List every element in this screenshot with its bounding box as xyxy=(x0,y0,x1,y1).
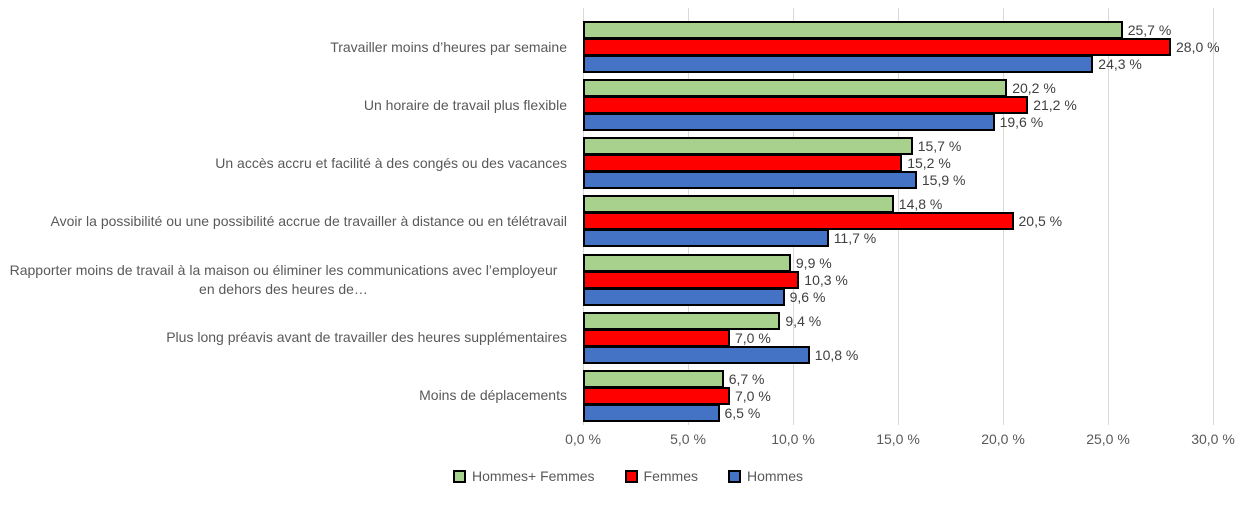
data-label: 10,8 % xyxy=(814,346,859,363)
data-label: 21,2 % xyxy=(1033,97,1077,114)
x-tick-label: 25,0 % xyxy=(1086,431,1130,447)
bar-group: 9,9 % 10,3 % 9,6 % xyxy=(583,251,1213,309)
category-label: Un accès accru et facilité à des congés … xyxy=(215,154,567,171)
bar-femmes: 28,0 % xyxy=(583,38,1220,57)
bar-hommes: 19,6 % xyxy=(583,113,1043,132)
bar-hommes-femmes: 15,7 % xyxy=(583,137,961,156)
x-tick-label: 30,0 % xyxy=(1191,431,1235,447)
bar-hommes: 24,3 % xyxy=(583,55,1142,74)
legend-item-hommes: Hommes xyxy=(727,468,803,484)
data-label: 11,7 % xyxy=(833,230,877,247)
legend-label: Hommes+ Femmes xyxy=(472,468,595,484)
bar-hommes: 10,8 % xyxy=(583,345,858,364)
legend-label: Hommes xyxy=(746,468,803,484)
bar-hommes-femmes: 9,4 % xyxy=(583,311,821,330)
category-label: Plus long préavis avant de travailler de… xyxy=(166,329,567,346)
category-label-row: Un horaire de travail plus flexible xyxy=(0,76,567,134)
bar-femmes: 7,0 % xyxy=(583,386,771,405)
bar-hommes: 15,9 % xyxy=(583,171,965,190)
bar-hommes-femmes: 20,2 % xyxy=(583,79,1056,98)
gridline xyxy=(1213,8,1214,425)
bar-rows: 25,7 % 28,0 % 24,3 % 20,2 % 21,2 % 19,6 % 15,7… xyxy=(583,18,1220,425)
category-label: Rapporter moins de travail à la maison o… xyxy=(9,261,558,297)
data-label: 15,2 % xyxy=(907,155,951,172)
legend-swatch-hommes-femmes xyxy=(453,469,466,483)
data-label: 9,6 % xyxy=(789,288,826,305)
data-label: 7,0 % xyxy=(735,387,771,404)
bar-hommes-femmes: 14,8 % xyxy=(583,195,942,214)
data-label: 6,7 % xyxy=(728,370,765,387)
data-label: 10,3 % xyxy=(804,271,848,288)
category-label: Travailler moins d’heures par semaine xyxy=(330,38,567,55)
x-tick-label: 5,0 % xyxy=(670,431,706,447)
legend: Hommes+ Femmes Femmes Hommes xyxy=(0,468,1256,484)
bar-hommes-femmes: 6,7 % xyxy=(583,369,765,388)
category-label: Moins de déplacements xyxy=(419,387,567,404)
data-label: 20,2 % xyxy=(1012,80,1056,97)
legend-swatch-hommes xyxy=(727,469,741,483)
data-label: 20,5 % xyxy=(1018,213,1063,230)
data-label: 6,5 % xyxy=(724,404,761,421)
bar-femmes: 10,3 % xyxy=(583,270,848,289)
bar-group: 25,7 % 28,0 % 24,3 % xyxy=(583,18,1220,76)
category-label-row: Plus long préavis avant de travailler de… xyxy=(0,309,567,367)
data-label: 9,9 % xyxy=(795,254,832,271)
data-label: 25,7 % xyxy=(1127,22,1172,39)
bar-group: 14,8 % 20,5 % 11,7 % xyxy=(583,192,1213,250)
category-label-row: Rapporter moins de travail à la maison o… xyxy=(0,251,567,309)
bar-femmes: 7,0 % xyxy=(583,328,771,347)
legend-swatch-femmes xyxy=(624,469,638,483)
data-label: 28,0 % xyxy=(1176,39,1220,56)
data-label: 24,3 % xyxy=(1098,56,1142,73)
category-label: Un horaire de travail plus flexible xyxy=(363,96,567,113)
data-label: 15,7 % xyxy=(917,138,962,155)
x-axis: 0,0 % 5,0 % 10,0 % 15,0 % 20,0 % 25,0 % 30,0 % xyxy=(565,431,1235,451)
x-tick-label: 20,0 % xyxy=(981,431,1025,447)
bar-group: 15,7 % 15,2 % 15,9 % xyxy=(583,134,1213,192)
category-label-row: Travailler moins d’heures par semaine xyxy=(0,18,567,76)
legend-label: Femmes xyxy=(643,468,698,484)
bar-group: 6,7 % 7,0 % 6,5 % xyxy=(583,367,1213,425)
x-tick-label: 0,0 % xyxy=(565,431,601,447)
gridline xyxy=(1108,8,1109,425)
bar-femmes: 20,5 % xyxy=(583,212,1062,231)
data-label: 19,6 % xyxy=(999,114,1044,131)
legend-item-hommes-femmes: Hommes+ Femmes xyxy=(453,468,595,484)
category-label-row: Moins de déplacements xyxy=(0,367,567,425)
category-label-row: Un accès accru et facilité à des congés … xyxy=(0,134,567,192)
category-labels-column: Travailler moins d’heures par semaine Un … xyxy=(0,18,577,425)
bar-femmes: 15,2 % xyxy=(583,154,951,173)
data-label: 7,0 % xyxy=(735,329,771,346)
x-tick-label: 10,0 % xyxy=(771,431,815,447)
data-label: 9,4 % xyxy=(785,312,822,329)
bar-hommes-femmes: 25,7 % xyxy=(583,21,1171,40)
bar-group: 9,4 % 7,0 % 10,8 % xyxy=(583,309,1213,367)
bar-hommes-femmes: 9,9 % xyxy=(583,253,832,272)
data-label: 14,8 % xyxy=(898,196,943,213)
legend-item-femmes: Femmes xyxy=(624,468,698,484)
category-label-row: Avoir la possibilité ou une possibilité … xyxy=(0,192,567,250)
data-label: 15,9 % xyxy=(921,172,966,189)
bar-femmes: 21,2 % xyxy=(583,96,1077,115)
bar-hommes: 11,7 % xyxy=(583,229,876,248)
bar-hommes: 6,5 % xyxy=(583,403,760,422)
bar-group: 20,2 % 21,2 % 19,6 % xyxy=(583,76,1213,134)
bar-hommes: 9,6 % xyxy=(583,287,825,306)
x-tick-label: 15,0 % xyxy=(876,431,920,447)
category-label: Avoir la possibilité ou une possibilité … xyxy=(50,213,567,230)
